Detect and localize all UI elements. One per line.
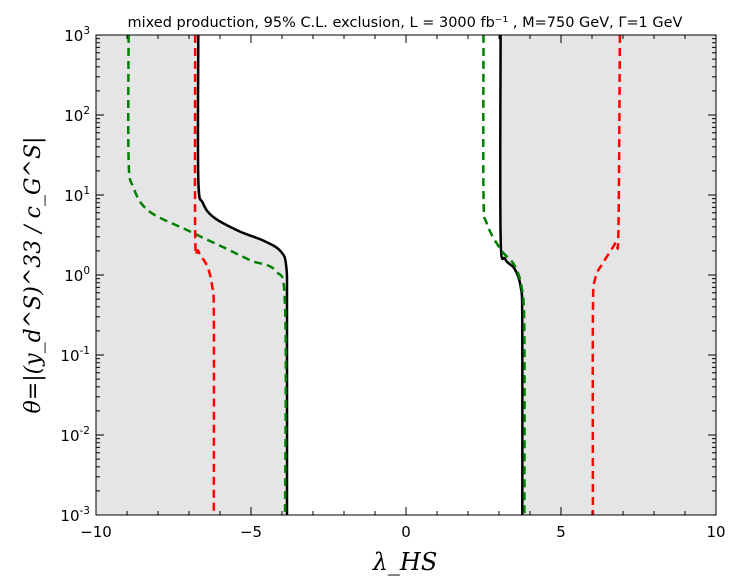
series-black-solid-left bbox=[196, 34, 289, 516]
x-tick-label: 10 bbox=[706, 523, 725, 541]
x-tick-label: −10 bbox=[80, 523, 112, 541]
series-red-dashed-right bbox=[591, 34, 622, 516]
x-tick-label: 0 bbox=[401, 523, 411, 541]
y-tick-label: 102 bbox=[64, 105, 90, 125]
x-axis-label: λ_HS bbox=[372, 548, 438, 576]
chart-title: mixed production, 95% C.L. exclusion, L … bbox=[128, 15, 683, 31]
y-tick-label: 10-2 bbox=[60, 425, 90, 445]
y-tick-label: 101 bbox=[64, 185, 90, 205]
shaded-regions bbox=[96, 35, 716, 515]
x-tick-labels: −10 −5 0 5 10 bbox=[80, 523, 725, 541]
y-tick-label: 100 bbox=[64, 265, 90, 285]
x-tick-label: −5 bbox=[240, 523, 262, 541]
y-tick-labels: 10-3 10-2 10-1 100 101 102 103 bbox=[60, 25, 90, 525]
y-tick-label: 10-1 bbox=[60, 345, 90, 365]
x-tick-label: 5 bbox=[556, 523, 566, 541]
series-red-dashed-left bbox=[193, 34, 216, 516]
y-tick-label: 103 bbox=[64, 25, 90, 45]
axis-ticks bbox=[95, 34, 717, 516]
y-axis-label: θ=|(y_d^S)^33 / c_G^S| bbox=[21, 137, 46, 414]
shaded-region-right-excluded bbox=[500, 35, 716, 515]
series-black-solid-right bbox=[498, 34, 524, 516]
shaded-region-left-excluded bbox=[96, 35, 287, 515]
y-tick-label: 10-3 bbox=[60, 505, 90, 525]
series-green-dashed-left bbox=[126, 34, 288, 516]
series-lines bbox=[126, 34, 622, 516]
series-green-dashed-right bbox=[482, 34, 526, 516]
